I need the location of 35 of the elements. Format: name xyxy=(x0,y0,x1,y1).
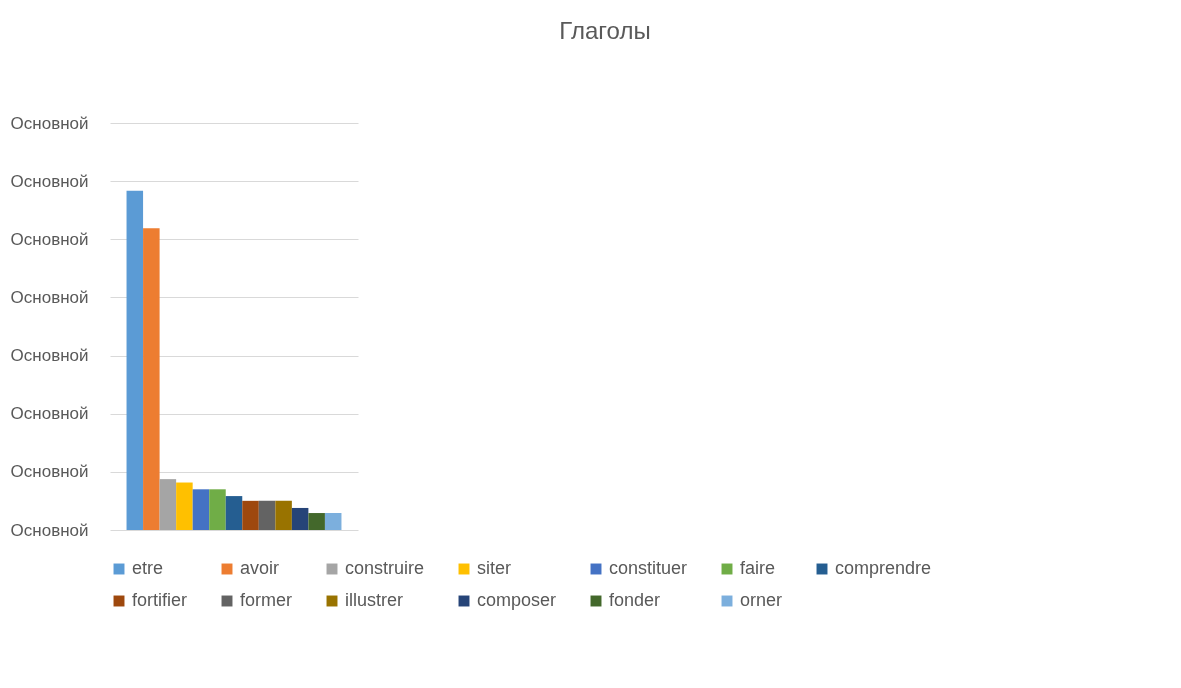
bar xyxy=(242,500,259,530)
legend-label: composer xyxy=(477,590,557,610)
bar xyxy=(324,513,342,530)
bar xyxy=(159,479,177,530)
legend-label: faire xyxy=(740,558,776,578)
legend-label: etre xyxy=(132,558,164,578)
text: Основной xyxy=(10,229,89,249)
text: Основной xyxy=(10,113,89,133)
bar xyxy=(209,489,226,530)
bar xyxy=(143,228,160,530)
legend-label: illustrer xyxy=(345,590,404,610)
text: Основной xyxy=(10,404,89,424)
text: Глаголы xyxy=(559,17,651,44)
bar xyxy=(126,190,144,530)
legend-label: siter xyxy=(477,558,512,578)
text: Основной xyxy=(10,171,89,191)
legend-label: former xyxy=(240,590,293,610)
text: Основной xyxy=(10,462,89,482)
legend-label: constituer xyxy=(609,558,688,578)
text: Основной xyxy=(10,287,89,307)
bar xyxy=(308,513,325,530)
bar xyxy=(225,496,243,530)
bar xyxy=(275,500,292,530)
legend-label: fortifier xyxy=(132,590,188,610)
legend-label: orner xyxy=(740,590,783,610)
bar xyxy=(192,489,210,530)
text: Основной xyxy=(10,520,89,540)
text: Основной xyxy=(10,346,89,366)
legend-label: construire xyxy=(345,558,425,578)
bar xyxy=(176,482,193,530)
bar xyxy=(258,500,276,530)
legend-label: comprendre xyxy=(835,558,932,578)
bar xyxy=(291,507,309,530)
legend-label: fonder xyxy=(609,590,661,610)
legend-label: avoir xyxy=(240,558,280,578)
